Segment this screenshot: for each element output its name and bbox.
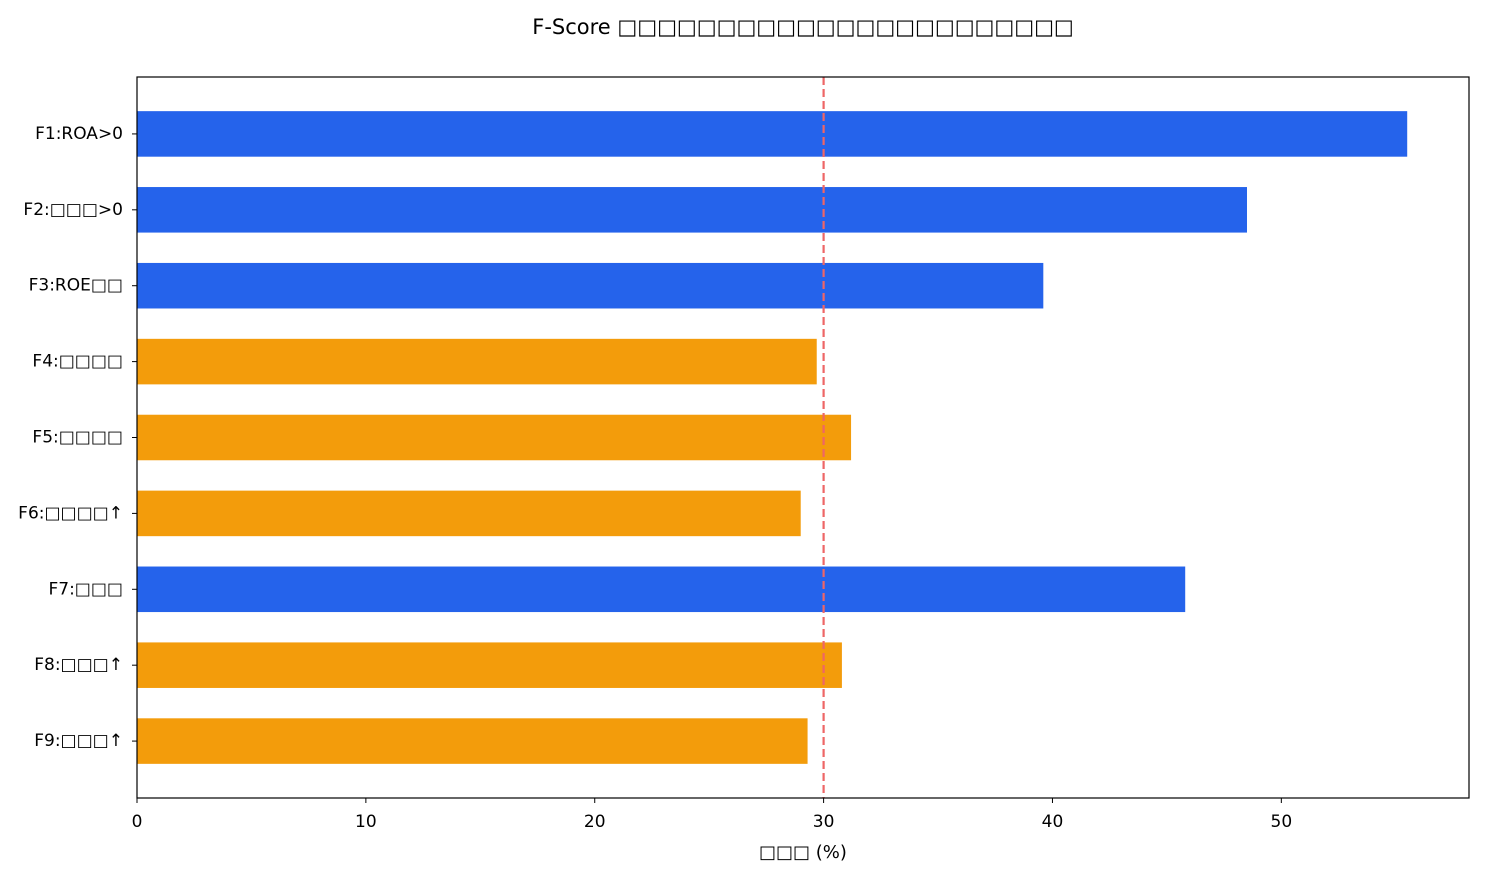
y-tick-label: F1:ROA>0: [35, 124, 123, 144]
x-axis-label: □□□ (%): [759, 842, 847, 863]
y-tick-label: F5:□□□□: [32, 428, 123, 448]
x-tick-label: 50: [1271, 812, 1293, 832]
bar: [137, 414, 852, 461]
bar: [137, 718, 808, 764]
x-tick-label: 20: [584, 812, 606, 832]
bar: [137, 566, 1186, 613]
x-tick-label: 30: [813, 812, 835, 832]
plot-frame: [136, 76, 1470, 799]
x-tick-label: 0: [132, 812, 143, 832]
y-tick-label: F4:□□□□: [32, 352, 123, 372]
bar: [137, 338, 817, 385]
bar: [137, 187, 1247, 233]
chart-title: F-Score □□□□□□□□□□□□□□□□□□□□□□□: [532, 15, 1074, 39]
y-tick-label: F3:ROE□□: [29, 276, 123, 296]
bar: [137, 111, 1408, 157]
x-tick-label: 40: [1042, 812, 1064, 832]
x-tick-label: 10: [355, 812, 377, 832]
bar: [137, 490, 801, 537]
y-tick-label: F6:□□□□↑: [18, 503, 123, 523]
y-tick-label: F9:□□□↑: [34, 731, 123, 751]
bar: [137, 262, 1044, 309]
bar: [137, 642, 842, 688]
y-tick-label: F2:□□□>0: [23, 200, 123, 220]
y-tick-label: F7:□□□: [48, 579, 123, 599]
y-tick-label: F8:□□□↑: [34, 655, 123, 675]
